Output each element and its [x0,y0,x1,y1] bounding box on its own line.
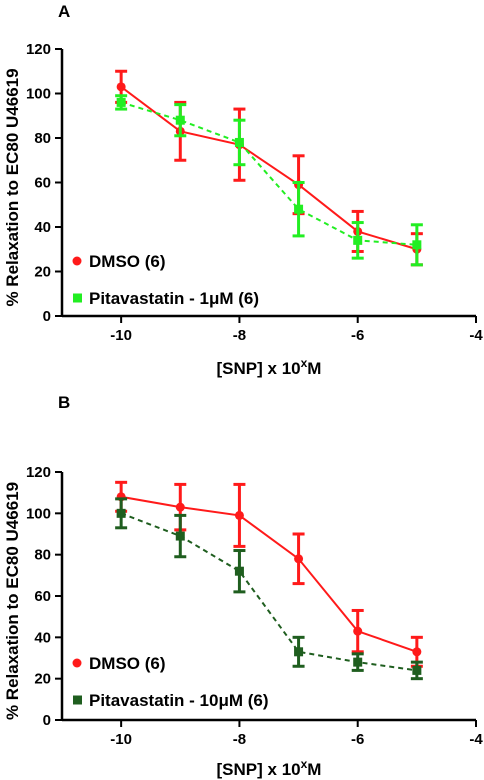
data-point [353,657,363,667]
x-axis-label-unit: M [307,760,321,779]
x-tick-label: -4 [469,731,483,748]
data-point [116,97,126,107]
x-axis-label: [SNP] x 10xM [217,356,322,378]
x-axis-label-main: [SNP] x 10 [217,359,301,378]
y-tick-label: 120 [26,41,51,58]
data-point [294,204,304,214]
data-point [234,510,244,520]
legend-marker [72,256,82,266]
panel-a: A 0 20 40 60 80 100 120 -10 -8 -6 -4 % Relaxation to… [3,2,483,378]
data-point [175,502,185,512]
data-point [412,240,422,250]
x-axis-label: [SNP] x 10xM [217,757,322,779]
data-point [175,115,185,125]
y-axis-label: % Relaxation to EC80 U46619 [3,68,22,306]
x-tick-label: -6 [351,327,364,344]
legend-marker [73,695,82,705]
x-tick-label: -6 [351,731,364,748]
y-tick-label: 100 [26,505,51,522]
data-point [116,508,126,518]
y-tick-label: 20 [34,671,51,688]
x-axis-label-main: [SNP] x 10 [217,760,301,779]
data-point [353,626,363,636]
y-axis-label: % Relaxation to EC80 U46619 [3,482,22,720]
series-line [120,101,417,246]
x-axis-label-unit: M [307,359,321,378]
x-tick-label: -8 [233,327,246,344]
y-tick-label: 80 [34,547,51,564]
y-tick-label: 60 [34,588,51,605]
series-line [120,495,418,653]
y-tick-label: 20 [34,264,51,281]
data-point [412,647,422,657]
data-point [234,566,244,576]
y-tick-label: 80 [34,130,51,147]
legend-label: Pitavastatin - 10μM (6) [89,691,269,710]
data-point [175,531,185,541]
panel-label: B [58,393,70,412]
data-point [294,554,304,564]
data-point [294,647,304,657]
x-tick-label: -10 [110,327,132,344]
y-tick-label: 40 [34,629,51,646]
panel-b: B 0 20 40 60 80 100 120 -10 -8 -6 -4 % Relaxation to… [3,393,483,779]
x-tick-label: -4 [469,327,483,344]
legend-label: Pitavastatin - 1μM (6) [89,289,259,308]
data-point [234,137,244,147]
y-tick-label: 40 [34,219,51,236]
data-point [116,82,126,92]
legend-marker [73,293,82,303]
data-point [353,235,363,245]
series-line [120,86,418,251]
y-tick-label: 100 [26,86,51,103]
x-tick-label: -8 [233,731,246,748]
panel-label: A [58,2,70,21]
legend-label: DMSO (6) [89,654,166,673]
x-axis-label-superscript: x [301,757,308,771]
y-tick-label: 0 [43,308,51,325]
data-point [412,665,422,675]
y-tick-label: 0 [43,712,51,729]
y-tick-label: 120 [26,464,51,481]
series-line [120,512,417,672]
x-tick-label: -10 [110,731,132,748]
x-axis-label-superscript: x [301,356,308,370]
legend-marker [72,658,82,668]
y-tick-label: 60 [34,175,51,192]
legend-label: DMSO (6) [89,252,166,271]
